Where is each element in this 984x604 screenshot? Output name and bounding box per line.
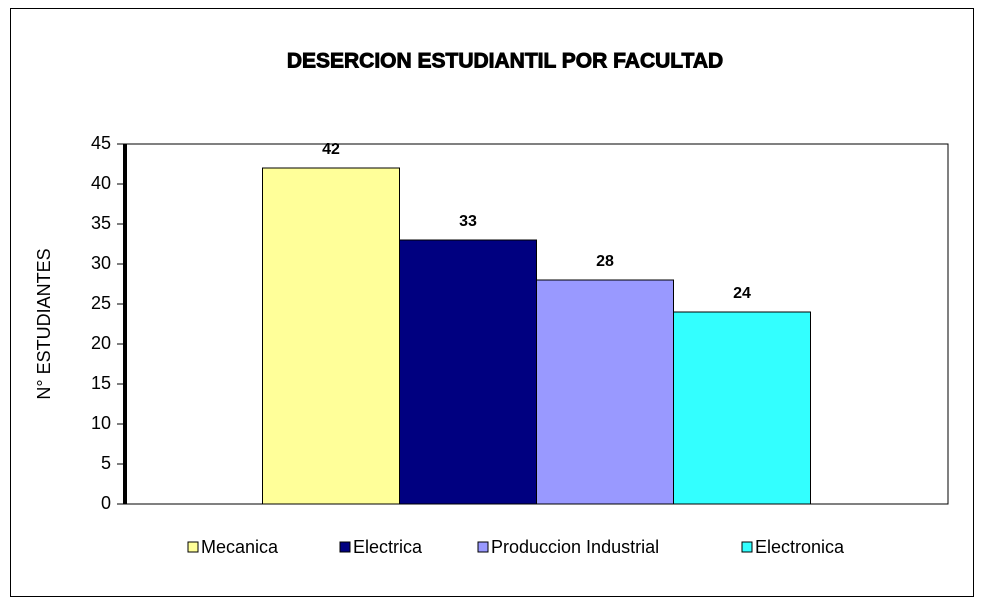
value-label: 28 (596, 253, 614, 270)
legend-swatch (741, 541, 753, 553)
y-tick-label: 35 (91, 213, 111, 233)
bar (262, 167, 400, 505)
legend-label: Electronica (755, 537, 845, 557)
y-tick-label: 10 (91, 413, 111, 433)
legend-label: Mecanica (201, 537, 279, 557)
value-label: 24 (733, 285, 751, 302)
value-label: 42 (322, 141, 340, 158)
y-tick-label: 0 (101, 493, 111, 513)
chart-title: DESERCION ESTUDIANTIL POR FACULTAD (287, 50, 723, 73)
y-tick-label: 40 (91, 173, 111, 193)
y-tick-label: 5 (101, 453, 111, 473)
value-label: 33 (459, 213, 477, 230)
legend-swatch (187, 541, 199, 553)
y-tick-label: 15 (91, 373, 111, 393)
y-tick-label: 45 (91, 133, 111, 153)
legend-swatch (477, 541, 489, 553)
y-tick-label: 20 (91, 333, 111, 353)
legend-swatch (339, 541, 351, 553)
bar (399, 239, 537, 505)
bar (673, 311, 811, 505)
legend-label: Electrica (353, 537, 423, 557)
y-tick-label: 30 (91, 253, 111, 273)
bar (536, 279, 674, 505)
y-tick-label: 25 (91, 293, 111, 313)
legend-label: Produccion Industrial (491, 537, 659, 557)
y-axis-label: N° ESTUDIANTES (34, 248, 54, 399)
